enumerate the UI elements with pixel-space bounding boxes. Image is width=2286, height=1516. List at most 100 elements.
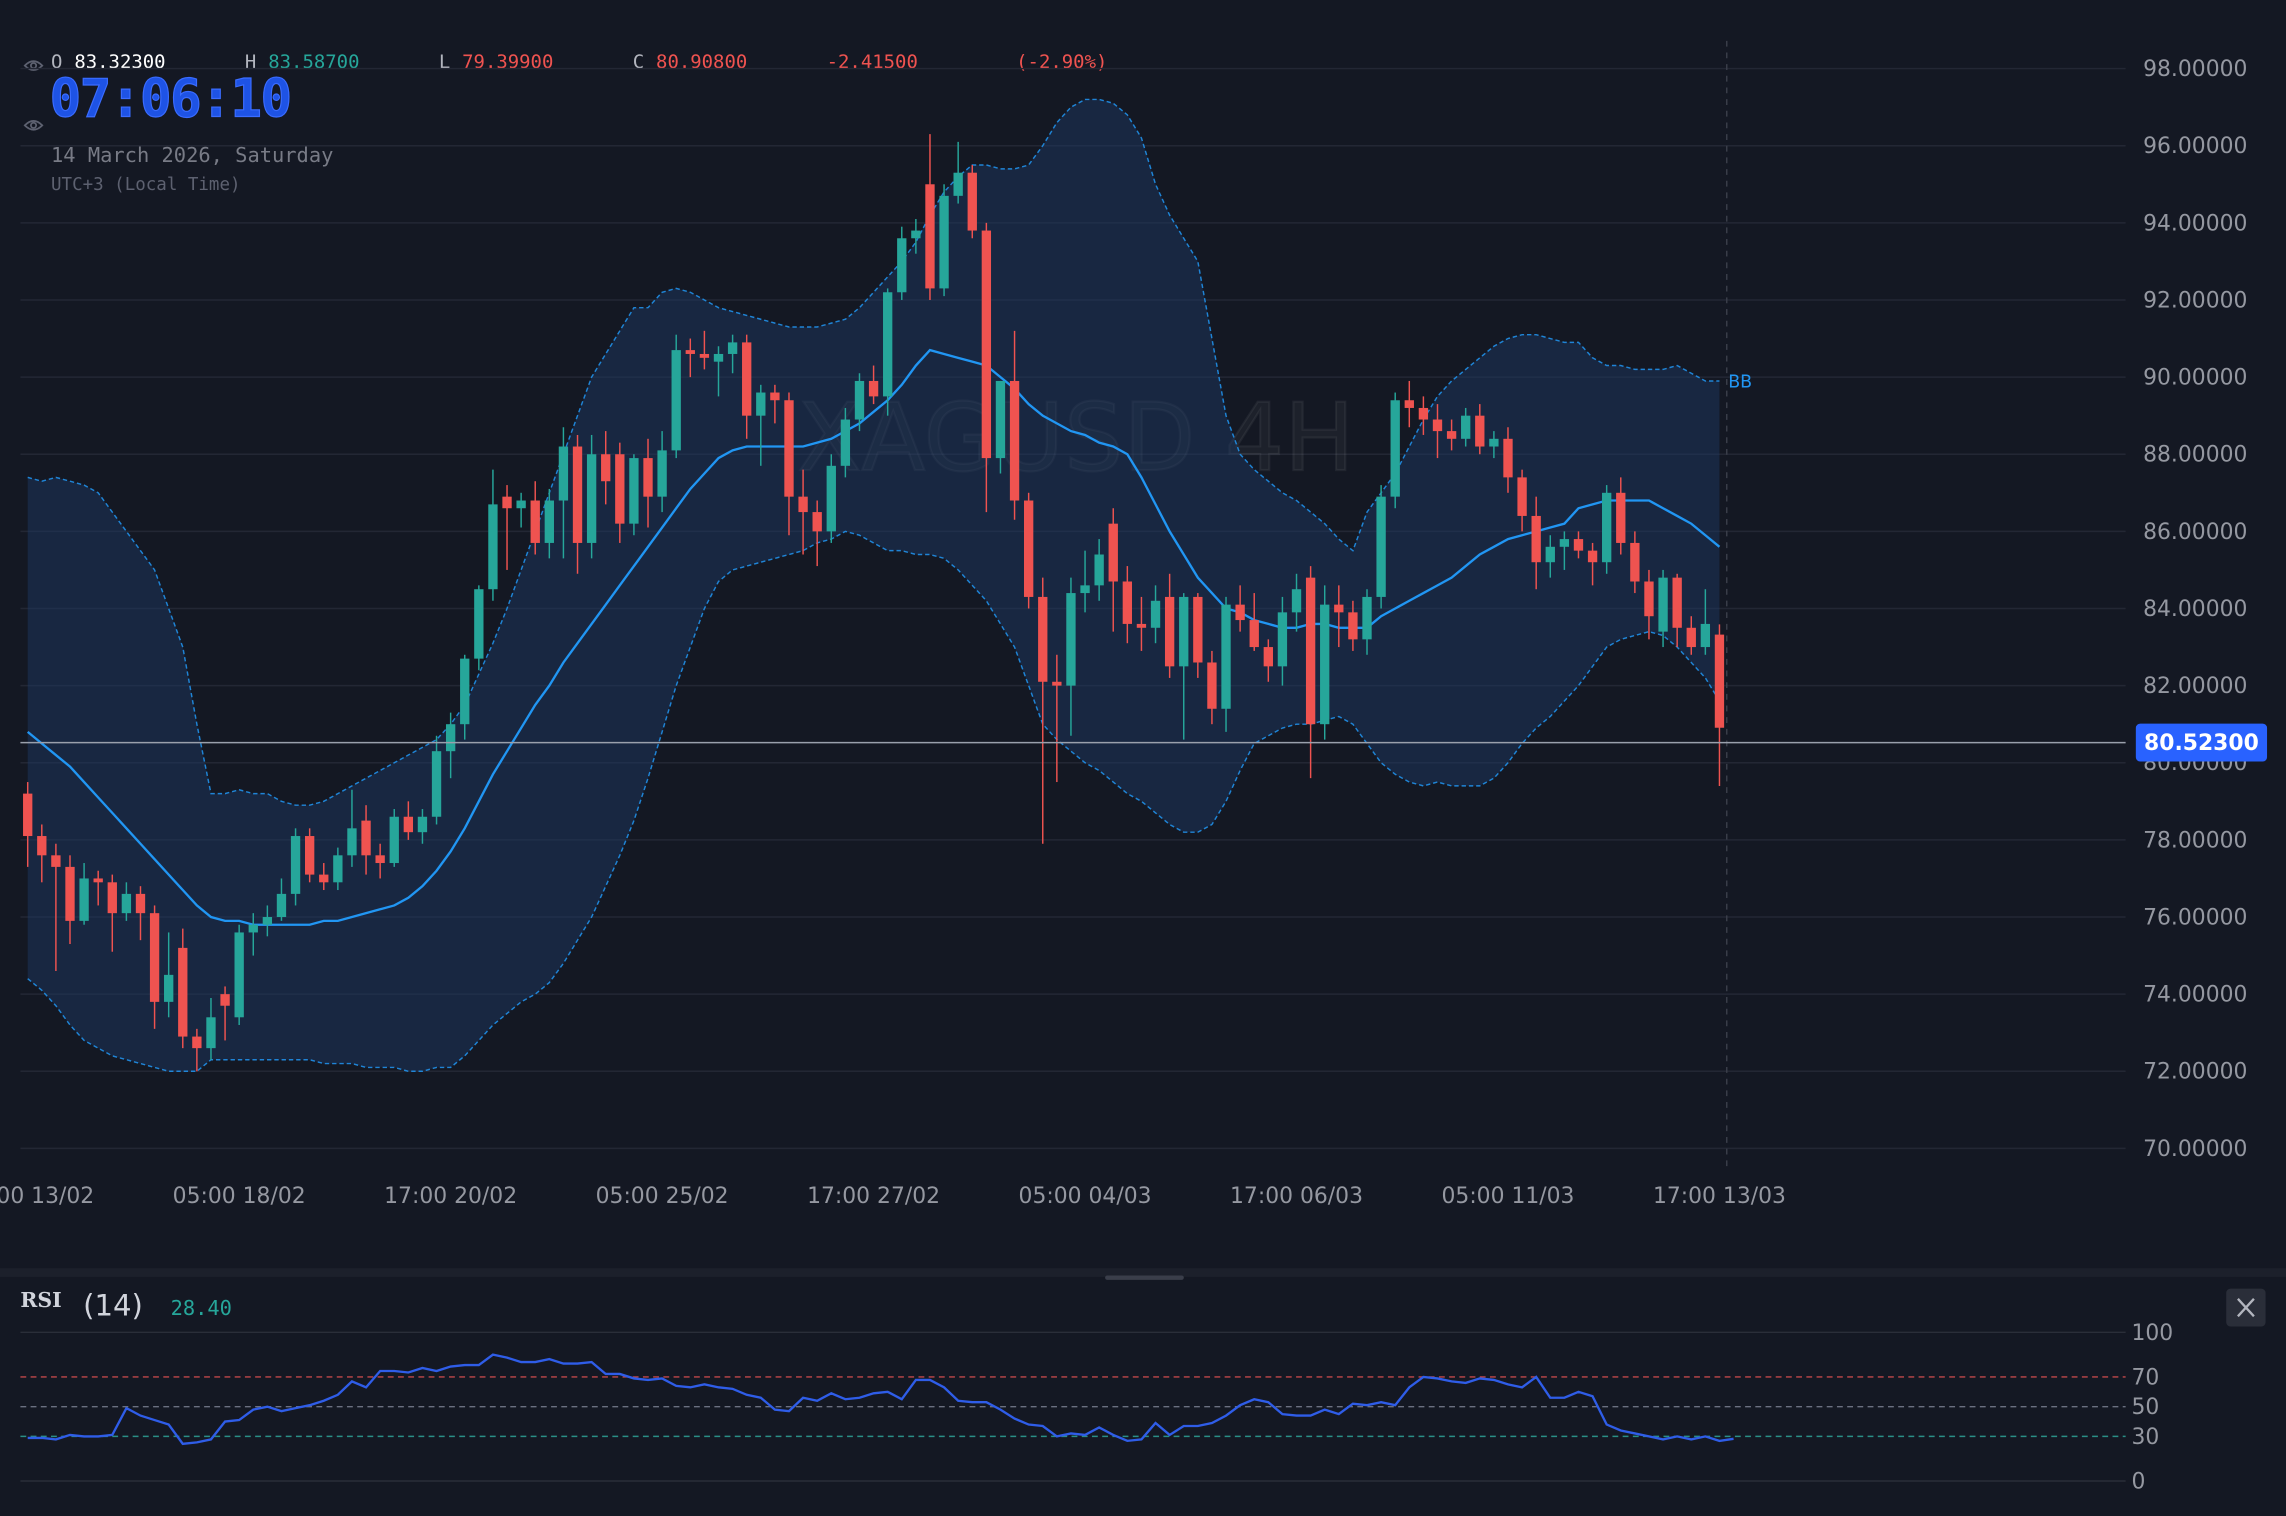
candle-body: [1714, 634, 1725, 728]
candle-body: [375, 855, 385, 864]
rsi-title: RSI: [20, 1288, 61, 1312]
close-value: 80.90800: [656, 51, 747, 73]
candle-body: [389, 816, 399, 864]
candle-body: [1658, 577, 1668, 632]
candle-body: [1672, 577, 1682, 628]
band-lower: [27, 530, 1721, 1073]
candle-body: [206, 1017, 216, 1049]
candle-body: [953, 172, 963, 196]
candle-body: [417, 816, 428, 833]
candle-body: [1305, 577, 1316, 725]
candle-body: [742, 342, 752, 416]
candle-body: [995, 380, 1006, 459]
candle-body: [1009, 380, 1020, 501]
last-price-badge: [2135, 723, 2268, 762]
y-tick-label: 98.00000: [2143, 57, 2247, 82]
candle-body: [164, 974, 174, 1002]
change-percent: (-2.90%): [1016, 51, 1107, 73]
candle-body: [1573, 539, 1584, 551]
y-tick-label: 92.00000: [2143, 288, 2247, 313]
y-tick-label: 0: [2131, 1469, 2145, 1494]
candle-body: [304, 836, 315, 875]
y-tick-label: 72.00000: [2143, 1060, 2247, 1085]
y-tick-label: 30: [2131, 1425, 2159, 1450]
candle-body: [1038, 596, 1048, 682]
candle-body: [1179, 596, 1189, 667]
candle-body: [1193, 596, 1203, 663]
candle-body: [1616, 492, 1626, 543]
candle-body: [1418, 407, 1429, 420]
watermark: XAGUSD 4H: [798, 384, 1355, 493]
y-tick-label: 88.00000: [2143, 443, 2247, 468]
candle-body: [121, 893, 132, 914]
candle-body: [1404, 400, 1414, 408]
rsi-chart: RSI (14) 28.40 0 30 50 70 100: [20, 1288, 2173, 1494]
resize-handle[interactable]: [1105, 1275, 1184, 1280]
candle-body: [1291, 589, 1302, 613]
candle-body: [1108, 523, 1118, 582]
candle-body: [967, 172, 977, 231]
candle-body: [1136, 623, 1147, 628]
low-label: L: [439, 51, 450, 73]
rsi-period: (14): [83, 1289, 143, 1323]
candle-body: [1164, 596, 1175, 667]
candle-body: [234, 932, 244, 1018]
candle-body: [333, 855, 343, 883]
candle-body: [319, 874, 329, 883]
candle-body: [558, 446, 569, 501]
candle-body: [727, 342, 738, 354]
candle-body: [1517, 477, 1527, 516]
candle-body: [1446, 431, 1457, 439]
x-tick-label: 05:00 25/02: [596, 1184, 729, 1209]
candle-body: [1700, 623, 1711, 648]
candle-body: [220, 994, 230, 1006]
candle-body: [1277, 612, 1288, 667]
candle-body: [1221, 604, 1231, 709]
candle-body: [784, 400, 794, 497]
band-label: BB: [1728, 372, 1752, 392]
candle-body: [1602, 492, 1612, 563]
candle-body: [1376, 496, 1386, 597]
x-tick-label: 17:00 06/03: [1230, 1184, 1363, 1209]
candle-body: [37, 836, 47, 856]
candle-body: [657, 450, 667, 497]
candle-body: [1052, 681, 1062, 686]
candle-body: [149, 913, 160, 1002]
candle-body: [403, 816, 414, 833]
candle-body: [572, 446, 583, 543]
y-tick-label: 84.00000: [2143, 597, 2247, 622]
candle-body: [798, 496, 808, 513]
y-tick-label: 86.00000: [2143, 520, 2247, 545]
candle-body: [1207, 662, 1217, 709]
candle-body: [1531, 515, 1541, 563]
candle-body: [911, 230, 921, 239]
candle-body: [615, 454, 625, 524]
y-tick-label: 96.00000: [2143, 134, 2247, 159]
candle-body: [262, 917, 273, 925]
candle-body: [1249, 620, 1259, 648]
candle-body: [671, 350, 681, 451]
candle-body: [925, 184, 935, 289]
candle-body: [516, 500, 526, 509]
candle-body: [530, 500, 540, 543]
close-icon[interactable]: [2237, 1298, 2255, 1318]
candle-body: [431, 751, 442, 817]
candle-body: [361, 820, 371, 856]
x-tick-label: 17:00 13/02: [0, 1184, 94, 1209]
y-tick-label: 70.00000: [2143, 1137, 2247, 1162]
candle-body: [1559, 539, 1570, 547]
candle-body: [939, 195, 949, 289]
visibility-icon[interactable]: [23, 120, 44, 131]
candle-body: [1630, 542, 1640, 582]
candle-body: [107, 882, 117, 914]
candle-body: [1023, 500, 1034, 597]
candle-body: [840, 419, 851, 466]
candle-body: [347, 828, 357, 856]
candle-body: [445, 724, 456, 752]
candle-body: [1080, 585, 1090, 594]
candle-body: [290, 836, 301, 894]
close-button[interactable]: [2226, 1288, 2266, 1327]
candle-body: [1235, 604, 1245, 621]
